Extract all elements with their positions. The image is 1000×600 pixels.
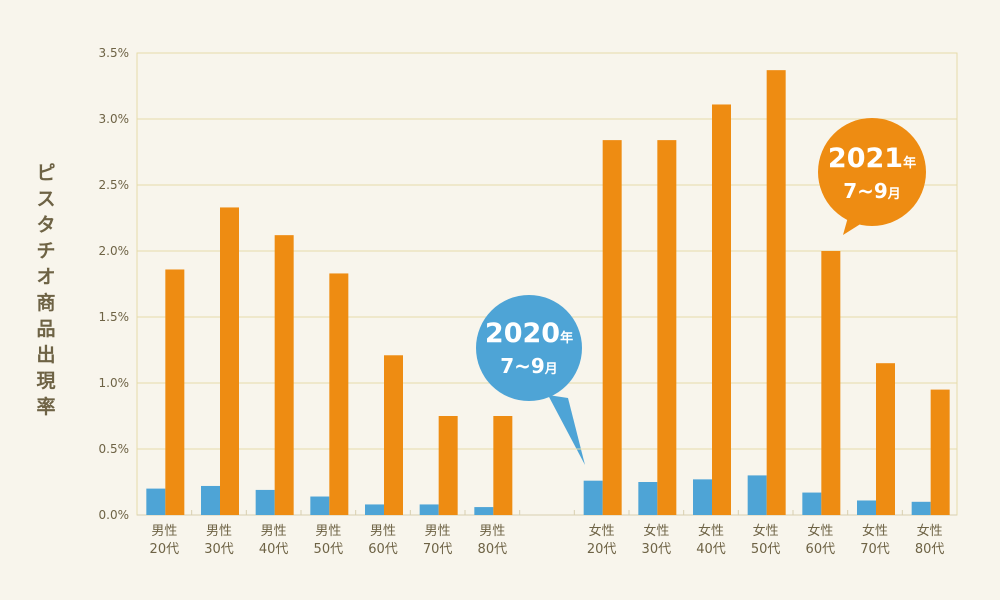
bar-2020: [255, 489, 275, 515]
bar-2021: [493, 416, 513, 515]
bar-2020: [201, 485, 220, 515]
y-tick-label: 0.0%: [99, 508, 130, 522]
x-tick-label-gender: 女性: [589, 523, 615, 539]
x-tick-label-age: 30代: [204, 542, 234, 557]
y-tick-label: 1.5%: [99, 310, 130, 324]
bar-2020: [146, 488, 166, 515]
y-tick-label: 0.5%: [99, 442, 130, 456]
y-tick-label: 3.5%: [99, 46, 130, 60]
bar-2020: [693, 479, 712, 515]
x-tick-label-gender: 男性: [206, 524, 232, 539]
bar-2020: [802, 492, 822, 515]
bubble-tail-2020: [548, 395, 585, 465]
x-tick-label-age: 40代: [259, 542, 289, 557]
x-tick-label-age: 30代: [642, 542, 672, 557]
x-tick-label-age: 80代: [915, 542, 945, 557]
bar-2021: [657, 140, 677, 515]
bar-2021: [384, 355, 403, 515]
bar-2020: [419, 504, 439, 515]
y-tick-label: 2.0%: [99, 244, 130, 258]
bubble-year-suffix: 年: [903, 156, 917, 171]
x-tick-label-gender: 男性: [425, 524, 451, 539]
bubble-year-suffix: 年: [560, 331, 574, 346]
x-tick-label-gender: 男性: [370, 524, 396, 539]
bar-2020: [583, 480, 603, 515]
x-tick-label-gender: 女性: [807, 523, 833, 539]
x-tick-label-age: 80代: [478, 542, 508, 557]
x-tick-label-age: 60代: [806, 542, 836, 557]
x-tick-label-gender: 女性: [862, 523, 888, 539]
x-tick-label-age: 40代: [696, 542, 726, 557]
y-axis-label: ピスタチオ商品出現率: [36, 162, 56, 418]
x-tick-label-gender: 女性: [698, 523, 724, 539]
bar-2021: [220, 207, 239, 515]
x-tick-label-gender: 女性: [643, 523, 669, 539]
bar-2020: [857, 500, 876, 515]
x-tick-label-gender: 女性: [753, 523, 779, 539]
legend-bubble-2021: 2021年 7~9月: [818, 118, 926, 226]
x-tick-label-age: 60代: [368, 542, 398, 557]
bar-2021: [329, 273, 349, 515]
x-tick-label-gender: 男性: [151, 524, 177, 539]
x-tick-label-age: 70代: [423, 542, 453, 557]
bar-2021: [165, 269, 185, 515]
bar-2021: [821, 251, 841, 515]
bubble-month-suffix: 月: [887, 187, 901, 202]
x-tick-label-age: 50代: [314, 542, 344, 557]
bar-2021: [766, 70, 786, 515]
y-tick-label: 1.0%: [99, 376, 130, 390]
y-tick-label: 2.5%: [99, 178, 130, 192]
bar-2020: [365, 504, 384, 515]
bar-2020: [310, 496, 330, 515]
x-tick-label-gender: 男性: [479, 524, 505, 539]
x-tick-label-gender: 女性: [917, 523, 943, 539]
bubble-months: 7~9: [843, 179, 888, 203]
bar-2020: [911, 501, 931, 515]
x-tick-label-age: 20代: [150, 542, 180, 557]
bar-2021: [602, 140, 622, 515]
bar-2021: [274, 235, 294, 515]
bubble-month-suffix: 月: [544, 362, 558, 377]
x-tick-label-age: 50代: [751, 542, 781, 557]
x-tick-label-age: 20代: [587, 542, 617, 557]
bubble-year: 2020: [484, 318, 561, 349]
bubble-months: 7~9: [500, 354, 545, 378]
bar-2021: [930, 389, 950, 515]
x-tick-label-age: 70代: [860, 542, 890, 557]
bubble-year: 2021: [827, 143, 904, 174]
y-tick-label: 3.0%: [99, 112, 130, 126]
bar-2021: [876, 363, 895, 515]
x-tick-label-gender: 男性: [261, 524, 287, 539]
x-tick-label-gender: 男性: [315, 524, 341, 539]
bar-2020: [474, 507, 494, 515]
bar-2021: [438, 416, 458, 515]
bar-2020: [747, 475, 767, 515]
legend-bubble-2020: 2020年 7~9月: [476, 295, 582, 401]
bar-2020: [638, 482, 658, 515]
bar-2021: [712, 104, 731, 515]
